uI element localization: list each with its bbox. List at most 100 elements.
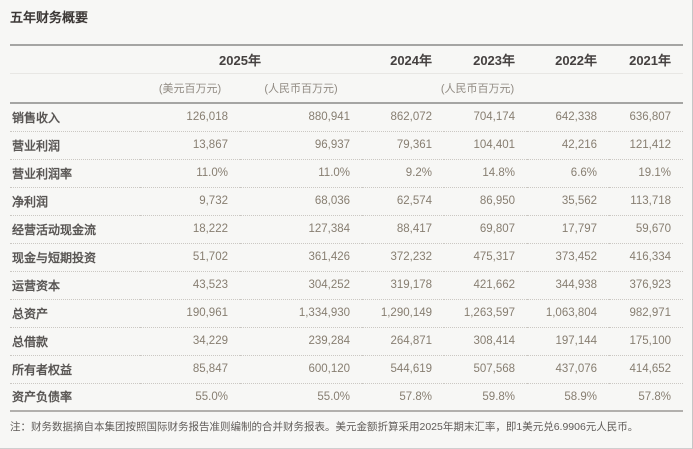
table-row: 营业利润 13,867 96,937 79,361 104,401 42,216 121,4… <box>10 131 684 160</box>
cell-value: 372,232 <box>362 243 445 272</box>
table-row: 所有者权益 85,847 600,120 544,619 507,568 437,076 4… <box>10 355 684 384</box>
corner-cell <box>10 45 140 74</box>
cell-value: 239,284 <box>240 327 363 356</box>
cell-value: 121,412 <box>609 131 684 160</box>
row-label: 所有者权益 <box>10 355 140 384</box>
table-body: 销售收入 126,018 880,941 862,072 704,174 642,338 6… <box>10 103 684 412</box>
cell-value: 344,938 <box>527 271 610 300</box>
cell-value: 9.2% <box>362 159 445 188</box>
row-label: 净利润 <box>10 187 140 216</box>
cell-value: 57.8% <box>609 383 684 412</box>
table-row: 经营活动现金流 18,222 127,384 88,417 69,807 17,797 59… <box>10 215 684 244</box>
table-header: 2025年 2024年 2023年 2022年 2021年 (美元百万元) (人… <box>10 45 684 104</box>
cell-value: 475,317 <box>444 243 528 272</box>
cell-value: 304,252 <box>240 271 363 300</box>
cell-value: 1,334,930 <box>240 299 363 328</box>
year-header-2024: 2024年 <box>362 45 445 74</box>
cell-value: 416,334 <box>609 243 684 272</box>
cell-value: 58.9% <box>527 383 610 412</box>
row-label: 资产负债率 <box>10 383 140 412</box>
cell-value: 59,670 <box>609 215 684 244</box>
cell-value: 62,574 <box>362 187 445 216</box>
row-label: 运营资本 <box>10 271 140 300</box>
cell-value: 51,702 <box>140 243 240 272</box>
cell-value: 190,961 <box>140 299 240 328</box>
row-label: 总借款 <box>10 327 140 356</box>
page-title: 五年财务概要 <box>10 10 89 25</box>
cell-value: 86,950 <box>444 187 528 216</box>
cell-value: 1,063,804 <box>527 299 610 328</box>
table-row: 现金与短期投资 51,702 361,426 372,232 475,317 373,45… <box>10 243 684 272</box>
cell-value: 11.0% <box>140 159 240 188</box>
year-header-2022: 2022年 <box>527 45 610 74</box>
unit-usd-millions: (美元百万元) <box>140 73 240 104</box>
table-row: 总借款 34,229 239,284 264,871 308,414 197,144 175… <box>10 327 684 356</box>
cell-value: 68,036 <box>240 187 363 216</box>
cell-value: 59.8% <box>444 383 528 412</box>
cell-value: 1,290,149 <box>362 299 445 328</box>
cell-value: 88,417 <box>362 215 445 244</box>
year-header-2021: 2021年 <box>609 45 684 74</box>
cell-value: 421,662 <box>444 271 528 300</box>
row-label: 现金与短期投资 <box>10 243 140 272</box>
cell-value: 642,338 <box>527 103 610 132</box>
cell-value: 17,797 <box>527 215 610 244</box>
unit-header-row: (美元百万元) (人民币百万元) (人民币百万元) <box>10 73 684 104</box>
cell-value: 13,867 <box>140 131 240 160</box>
cell-value: 600,120 <box>240 355 363 384</box>
unit-rmb-millions-group: (人民币百万元) <box>362 73 684 104</box>
cell-value: 35,562 <box>527 187 610 216</box>
row-label: 经营活动现金流 <box>10 215 140 244</box>
cell-value: 14.8% <box>444 159 528 188</box>
cell-value: 704,174 <box>444 103 528 132</box>
table-row: 运营资本 43,523 304,252 319,178 421,662 344,938 37… <box>10 271 684 300</box>
cell-value: 544,619 <box>362 355 445 384</box>
cell-value: 57.8% <box>362 383 445 412</box>
cell-value: 880,941 <box>240 103 363 132</box>
table-row: 营业利润率 11.0% 11.0% 9.2% 14.8% 6.6% 19.1% <box>10 159 684 188</box>
cell-value: 96,937 <box>240 131 363 160</box>
table-row: 净利润 9,732 68,036 62,574 86,950 35,562 113,718 <box>10 187 684 216</box>
table-row: 销售收入 126,018 880,941 862,072 704,174 642,338 6… <box>10 103 684 132</box>
cell-value: 862,072 <box>362 103 445 132</box>
cell-value: 373,452 <box>527 243 610 272</box>
cell-value: 69,807 <box>444 215 528 244</box>
table-row: 总资产 190,961 1,334,930 1,290,149 1,263,597 1,0… <box>10 299 684 328</box>
five-year-financial-table: 2025年 2024年 2023年 2022年 2021年 (美元百万元) (人… <box>10 44 684 412</box>
cell-value: 437,076 <box>527 355 610 384</box>
cell-value: 175,100 <box>609 327 684 356</box>
cell-value: 197,144 <box>527 327 610 356</box>
year-header-2023: 2023年 <box>444 45 528 74</box>
year-header-row: 2025年 2024年 2023年 2022年 2021年 <box>10 45 684 74</box>
cell-value: 308,414 <box>444 327 528 356</box>
table-row: 资产负债率 55.0% 55.0% 57.8% 59.8% 58.9% 57.8% <box>10 383 684 412</box>
empty-cell <box>10 73 140 104</box>
cell-value: 1,263,597 <box>444 299 528 328</box>
cell-value: 19.1% <box>609 159 684 188</box>
cell-value: 34,229 <box>140 327 240 356</box>
cell-value: 42,216 <box>527 131 610 160</box>
unit-rmb-millions-2025: (人民币百万元) <box>240 73 363 104</box>
year-header-2025: 2025年 <box>140 45 363 74</box>
cell-value: 414,652 <box>609 355 684 384</box>
cell-value: 18,222 <box>140 215 240 244</box>
row-label: 营业利润率 <box>10 159 140 188</box>
row-label: 销售收入 <box>10 103 140 132</box>
cell-value: 85,847 <box>140 355 240 384</box>
cell-value: 113,718 <box>609 187 684 216</box>
cell-value: 104,401 <box>444 131 528 160</box>
cell-value: 127,384 <box>240 215 363 244</box>
row-label: 总资产 <box>10 299 140 328</box>
cell-value: 126,018 <box>140 103 240 132</box>
cell-value: 55.0% <box>240 383 363 412</box>
cell-value: 264,871 <box>362 327 445 356</box>
footnote: 注：财务数据摘自本集团按照国际财务报告准则编制的合并财务报表。美元金额折算采用2… <box>10 421 639 433</box>
cell-value: 6.6% <box>527 159 610 188</box>
cell-value: 9,732 <box>140 187 240 216</box>
cell-value: 507,568 <box>444 355 528 384</box>
cell-value: 376,923 <box>609 271 684 300</box>
row-label: 营业利润 <box>10 131 140 160</box>
cell-value: 982,971 <box>609 299 684 328</box>
cell-value: 79,361 <box>362 131 445 160</box>
